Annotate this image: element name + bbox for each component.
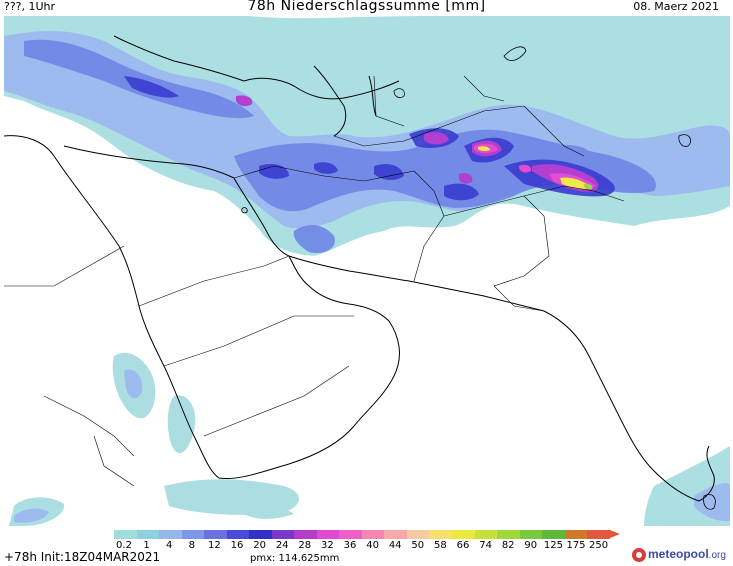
legend-label: 32 bbox=[321, 540, 334, 551]
legend-label: 82 bbox=[501, 540, 515, 551]
legend-label: 20 bbox=[253, 540, 266, 551]
legend-swatch bbox=[542, 530, 565, 539]
brand-text: meteopool bbox=[648, 547, 709, 561]
legend-swatch bbox=[474, 530, 498, 539]
legend-swatch bbox=[339, 530, 362, 539]
legend-swatch bbox=[136, 530, 160, 539]
meteopool-logo[interactable]: meteopool.org bbox=[632, 547, 732, 563]
brand-name: meteopool.org bbox=[648, 547, 726, 561]
valid-time-label: ???, 1Uhr bbox=[4, 0, 56, 13]
legend-label: 4 bbox=[166, 540, 173, 551]
legend-swatch bbox=[519, 530, 543, 539]
legend-label: 175 bbox=[566, 540, 586, 551]
precip-green-spots bbox=[583, 183, 593, 190]
legend-swatch bbox=[384, 530, 407, 539]
legend-swatch bbox=[361, 530, 385, 539]
country-borders bbox=[4, 75, 625, 487]
legend-label: 40 bbox=[366, 540, 379, 551]
legend-labels: 0.2 1 4 8 12 16 20 24 28 32 36 40 44 50 58 66 74 82 90 125 1… bbox=[114, 540, 634, 552]
legend-swatch bbox=[587, 530, 610, 539]
precipitation-legend: 0.2 1 4 8 12 16 20 24 28 32 36 40 44 50 58 66 74 82 90 125 1… bbox=[114, 530, 634, 552]
legend-max-arrow bbox=[610, 530, 620, 538]
legend-label: 50 bbox=[411, 540, 425, 551]
legend-label: 1 bbox=[143, 540, 150, 551]
lakes-and-islands bbox=[241, 46, 716, 510]
legend-swatch bbox=[204, 530, 227, 539]
max-precip-label: pmx: 114.625mm bbox=[250, 553, 340, 564]
legend-swatch bbox=[429, 530, 452, 539]
precip-light-cyan-areas bbox=[4, 16, 730, 526]
legend-swatch bbox=[451, 530, 475, 539]
legend-label: 90 bbox=[524, 540, 538, 551]
legend-swatch bbox=[406, 530, 430, 539]
legend-label: 16 bbox=[230, 540, 244, 551]
legend-label: 24 bbox=[275, 540, 289, 551]
model-run-label: +78h Init:18Z04MAR2021 bbox=[4, 550, 161, 564]
legend-swatch bbox=[159, 530, 182, 539]
legend-swatch bbox=[497, 530, 520, 539]
legend-label: 250 bbox=[589, 540, 609, 551]
legend-label: 58 bbox=[434, 540, 447, 551]
valid-date-label: 08. Maerz 2021 bbox=[633, 0, 719, 13]
map-title: 78h Niederschlagssumme [mm] bbox=[247, 0, 486, 14]
legend-swatch bbox=[226, 530, 250, 539]
legend-swatch bbox=[316, 530, 340, 539]
legend-label: 36 bbox=[343, 540, 357, 551]
legend-label: 0.2 bbox=[116, 540, 132, 551]
legend-label: 44 bbox=[388, 540, 402, 551]
legend-color-bar bbox=[114, 530, 610, 539]
legend-swatch bbox=[114, 530, 137, 539]
legend-label: 74 bbox=[479, 540, 492, 551]
map-header: ???, 1Uhr 78h Niederschlagssumme [mm] 08… bbox=[0, 0, 733, 18]
legend-swatch bbox=[249, 530, 272, 539]
legend-label: 66 bbox=[456, 540, 470, 551]
map-canvas bbox=[4, 16, 730, 526]
legend-swatch bbox=[294, 530, 317, 539]
legend-label: 125 bbox=[543, 540, 563, 551]
legend-swatch bbox=[271, 530, 295, 539]
brand-tld: .org bbox=[708, 550, 726, 561]
legend-swatch bbox=[181, 530, 205, 539]
coastlines bbox=[4, 35, 715, 502]
precip-yellow-max-area bbox=[478, 146, 592, 190]
legend-swatch bbox=[564, 530, 588, 539]
legend-label: 8 bbox=[188, 540, 195, 551]
legend-label: 12 bbox=[208, 540, 221, 551]
legend-label: 28 bbox=[298, 540, 312, 551]
meteopool-logo-icon bbox=[632, 548, 646, 562]
precipitation-map bbox=[4, 16, 730, 526]
